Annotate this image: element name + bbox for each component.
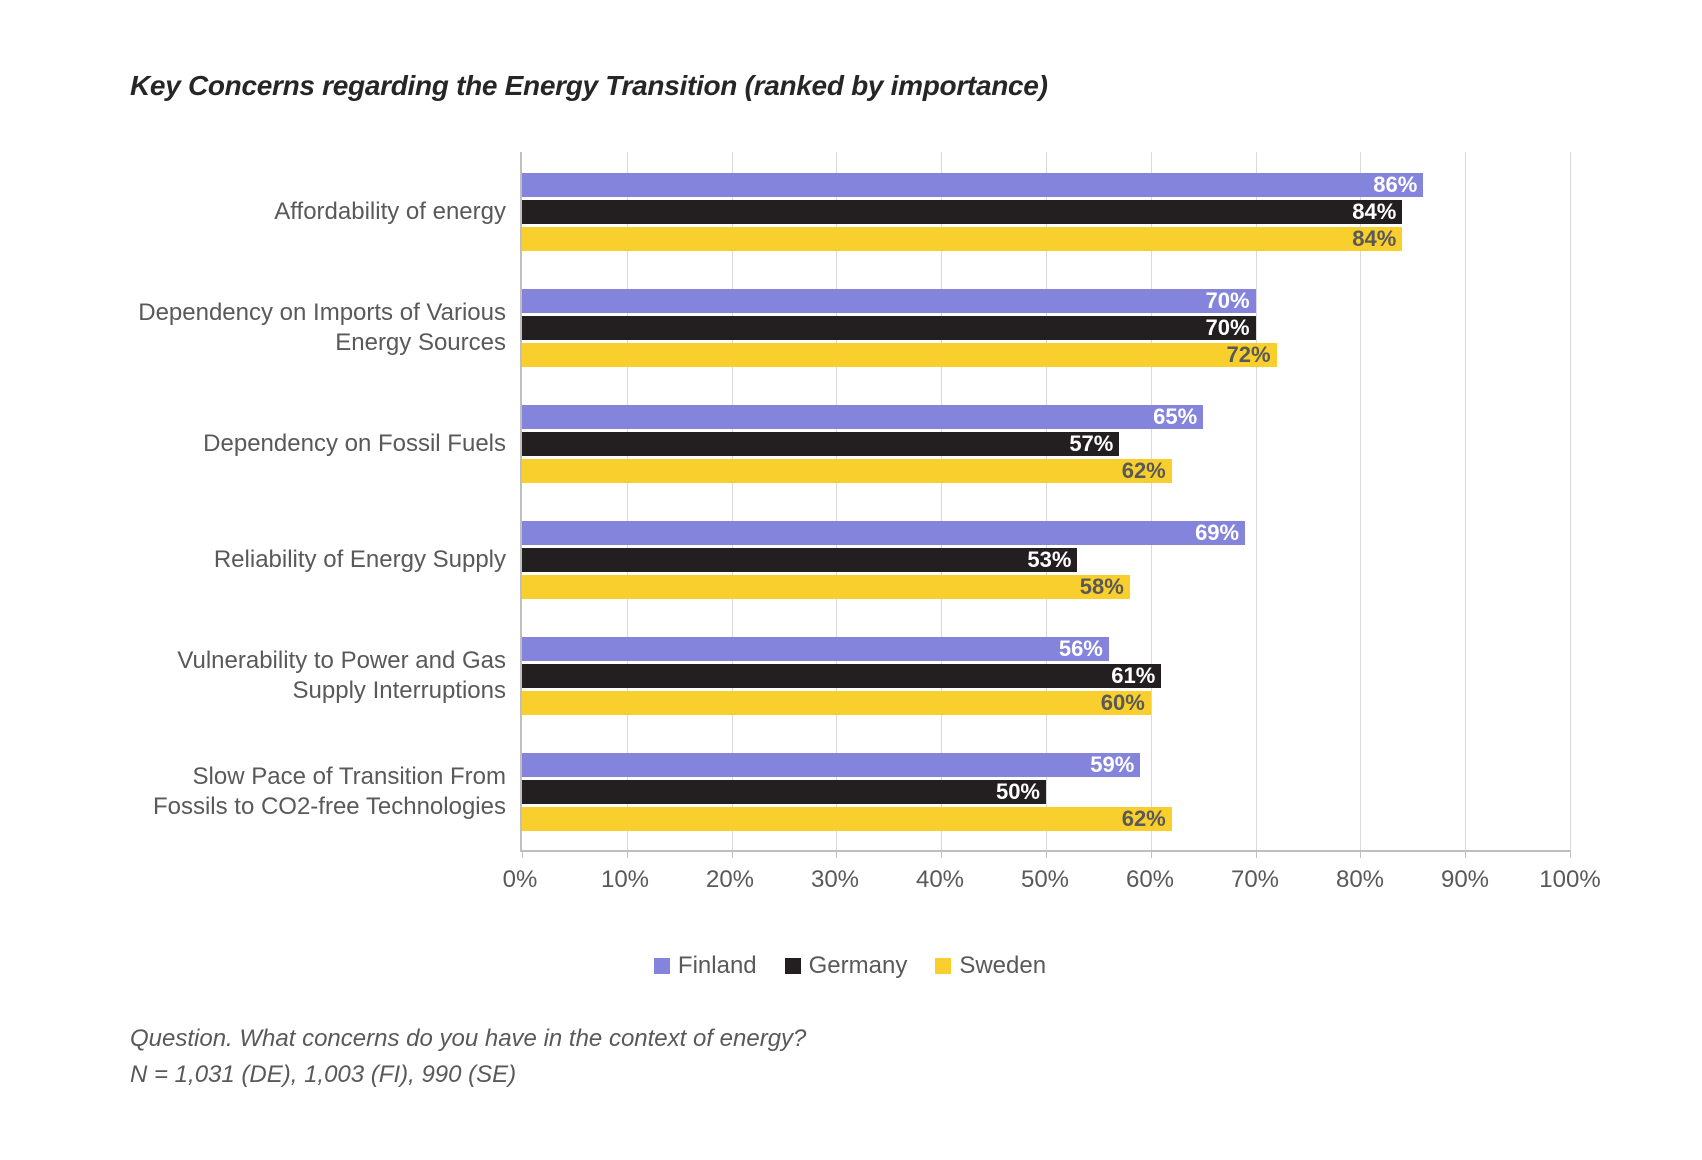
gridline (836, 152, 837, 850)
bar: 59% (522, 753, 1140, 777)
bar: 61% (522, 664, 1161, 688)
gridline (1151, 152, 1152, 850)
gridline (941, 152, 942, 850)
bar-value-label: 62% (1122, 806, 1166, 832)
x-tick-label: 40% (916, 866, 964, 894)
bar-value-label: 84% (1352, 199, 1396, 225)
x-tick-label: 60% (1126, 866, 1174, 894)
bar-value-label: 57% (1069, 431, 1113, 457)
bar: 56% (522, 637, 1109, 661)
bar: 50% (522, 780, 1046, 804)
chart-title: Key Concerns regarding the Energy Transi… (130, 70, 1570, 102)
bar-group: 59% 50% 62% (522, 753, 1570, 831)
bar: 70% (522, 316, 1256, 340)
x-tick-label: 90% (1441, 866, 1489, 894)
bar-value-label: 60% (1101, 690, 1145, 716)
gridline (1360, 152, 1361, 850)
category-label: Dependency on Imports of Various Energy … (126, 298, 506, 358)
bar-value-label: 53% (1027, 547, 1071, 573)
category-label: Slow Pace of Transition From Fossils to … (126, 762, 506, 822)
chart-footnote: Question. What concerns do you have in t… (130, 1021, 1570, 1093)
x-axis: 0%10%20%30%40%50%60%70%80%90%100% (520, 852, 1570, 902)
bar-value-label: 56% (1059, 636, 1103, 662)
x-tick-label: 70% (1231, 866, 1279, 894)
bar-value-label: 59% (1090, 752, 1134, 778)
bar-group: 86%84%84% (522, 173, 1570, 251)
legend-item: Germany (785, 952, 908, 980)
bar: 70% (522, 289, 1256, 313)
bar-value-label: 65% (1153, 404, 1197, 430)
gridline (1465, 152, 1466, 850)
footnote-question: Question. What concerns do you have in t… (130, 1021, 1570, 1057)
gridline (1046, 152, 1047, 850)
bar-group: 70%70%72% (522, 289, 1570, 367)
x-tick-label: 10% (601, 866, 649, 894)
legend: Finland Germany Sweden (130, 952, 1570, 981)
x-tick-label: 80% (1336, 866, 1384, 894)
bar: 86% (522, 173, 1423, 197)
bars-area: 86%84%84%70%70%72%65%57%62%69%53%58%56%6… (520, 152, 1570, 852)
x-tick-label: 20% (706, 866, 754, 894)
category-label: Dependency on Fossil Fuels (126, 429, 506, 459)
gridline (627, 152, 628, 850)
bar-value-label: 50% (996, 779, 1040, 805)
bar-group: 65% 57% 62% (522, 405, 1570, 483)
bar: 60% (522, 691, 1151, 715)
bar-value-label: 86% (1373, 172, 1417, 198)
legend-item: Sweden (935, 952, 1046, 980)
legend-swatch (654, 958, 670, 974)
legend-swatch (785, 958, 801, 974)
bar: 84% (522, 200, 1402, 224)
bar: 58% (522, 575, 1130, 599)
x-tick-label: 50% (1021, 866, 1069, 894)
bar-value-label: 72% (1227, 342, 1271, 368)
gridline (732, 152, 733, 850)
category-label: Affordability of energy (126, 197, 506, 227)
bar: 65% (522, 405, 1203, 429)
bar: 53% (522, 548, 1077, 572)
bar: 69% (522, 521, 1245, 545)
bar: 57% (522, 432, 1119, 456)
bar-value-label: 62% (1122, 458, 1166, 484)
x-tick (1570, 850, 1571, 858)
category-label: Reliability of Energy Supply (126, 545, 506, 575)
bar-value-label: 70% (1206, 288, 1250, 314)
bar-value-label: 70% (1206, 315, 1250, 341)
bar-group: 56% 61%60% (522, 637, 1570, 715)
bar: 72% (522, 343, 1277, 367)
x-tick-label: 0% (503, 866, 538, 894)
bar: 62% (522, 807, 1172, 831)
plot-area: Affordability of energyDependency on Imp… (130, 152, 1570, 852)
footnote-sample-size: N = 1,031 (DE), 1,003 (FI), 990 (SE) (130, 1057, 1570, 1093)
bar-value-label: 58% (1080, 574, 1124, 600)
bar: 62% (522, 459, 1172, 483)
bar-value-label: 69% (1195, 520, 1239, 546)
bar: 84% (522, 227, 1402, 251)
bar-value-label: 84% (1352, 226, 1396, 252)
legend-label: Finland (678, 952, 757, 980)
gridline (1570, 152, 1571, 850)
bar-value-label: 61% (1111, 663, 1155, 689)
category-label: Vulnerability to Power and Gas Supply In… (126, 646, 506, 706)
x-tick-label: 100% (1539, 866, 1600, 894)
legend-swatch (935, 958, 951, 974)
x-tick-label: 30% (811, 866, 859, 894)
legend-label: Germany (809, 952, 908, 980)
legend-item: Finland (654, 952, 757, 980)
y-axis-labels: Affordability of energyDependency on Imp… (130, 152, 520, 852)
bar-group: 69% 53% 58% (522, 521, 1570, 599)
chart-container: Key Concerns regarding the Energy Transi… (130, 70, 1570, 1093)
legend-label: Sweden (959, 952, 1046, 980)
gridline (1256, 152, 1257, 850)
